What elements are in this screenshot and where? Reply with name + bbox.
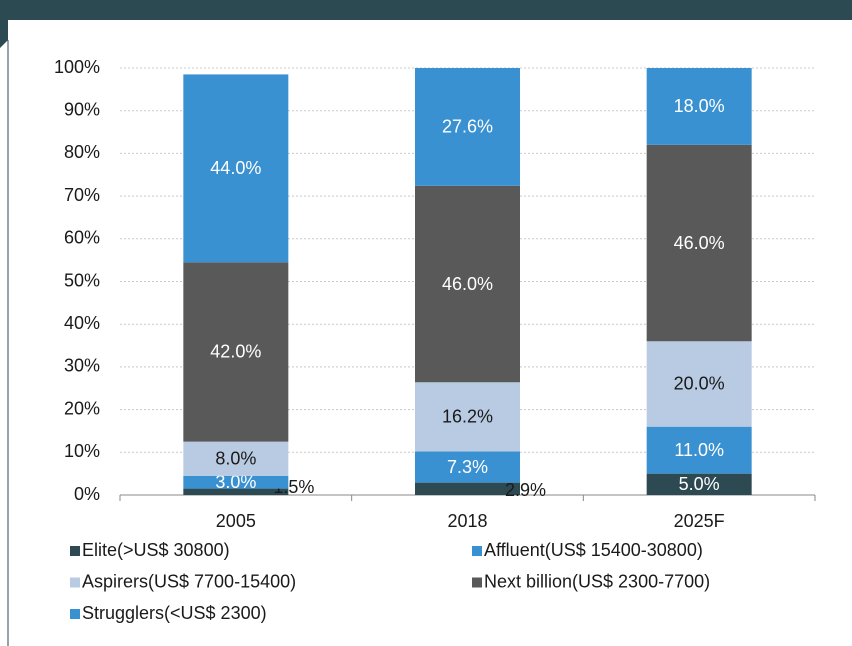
y-tick-label: 10% [64,441,100,461]
data-label: 27.6% [442,117,493,137]
bar-segment [415,382,520,452]
data-label: 11.0% [674,440,724,460]
legend-swatch [70,577,80,588]
legend-label: Affluent(US$ 15400-30800) [484,540,703,560]
bar-segment [646,426,752,474]
data-label: 8.0% [215,448,256,468]
bar-segment [415,68,520,186]
x-tick-label: 2018 [447,511,487,531]
y-tick-label: 50% [64,270,100,290]
x-tick-label: 2005 [216,511,256,531]
x-tick-label: 2025F [674,511,725,531]
legend-swatch [472,546,482,556]
bar-segment [646,68,752,145]
y-tick-label: 0% [74,484,100,504]
data-label: 3.0% [215,472,256,492]
data-label: 46.0% [674,233,725,253]
legend-swatch [70,546,80,556]
y-tick-label: 60% [64,228,100,248]
bar-segment [415,185,520,383]
bar-segment [183,475,289,489]
y-tick-label: 100% [54,57,100,77]
bar-segment [646,144,752,342]
legend-swatch [70,609,80,619]
legend-label: Next billion(US$ 2300-7700) [484,571,710,591]
legend-label: Aspirers(US$ 7700-15400) [82,571,296,591]
y-tick-label: 40% [64,313,100,333]
bar-segment [183,74,289,263]
data-label: 16.2% [442,407,493,427]
legend-label: Strugglers(<US$ 2300) [82,603,267,623]
legend-swatch [472,577,482,588]
header-bar [0,0,852,20]
y-tick-label: 30% [64,356,100,376]
data-label: 44.0% [210,158,261,178]
header-tab [0,20,8,48]
y-tick-label: 90% [64,99,100,119]
bar-segment [415,482,520,495]
bar-segment [183,488,289,495]
y-tick-label: 20% [64,398,100,418]
data-label: 5.0% [679,474,720,494]
bar-segment [415,451,520,483]
data-label: 2.9% [505,480,546,500]
bar-segment [183,262,289,442]
legend-label: Elite(>US$ 30800) [82,540,230,560]
data-label: 18.0% [674,96,725,116]
y-tick-label: 80% [64,142,100,162]
y-tick-label: 70% [64,185,100,205]
data-label: 46.0% [442,274,493,294]
bar-segment [646,341,752,427]
data-label: 7.3% [447,457,488,477]
bar-segment [183,441,289,476]
data-label: 20.0% [674,374,725,394]
bar-segment [646,473,752,495]
data-label: 42.0% [210,342,261,362]
